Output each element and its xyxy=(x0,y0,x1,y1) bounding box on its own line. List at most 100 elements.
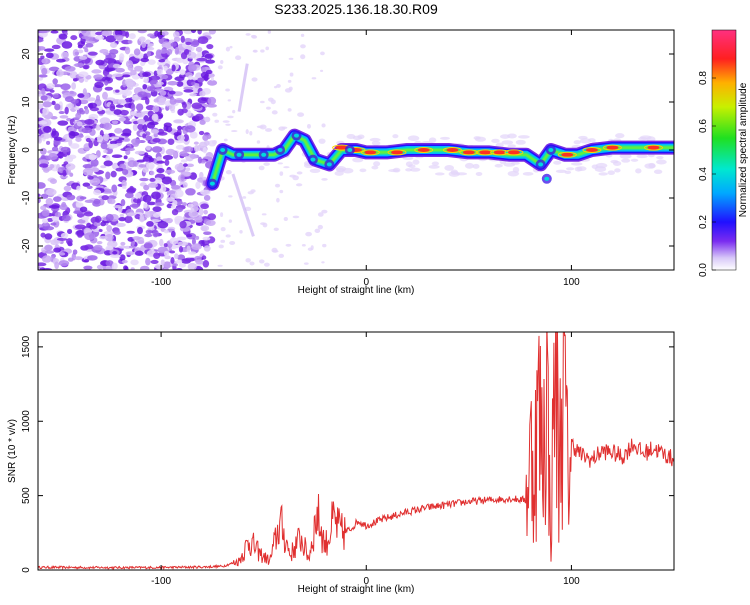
noise-speckle xyxy=(137,91,148,98)
noise-speckle xyxy=(164,159,170,166)
ridge-halo xyxy=(440,136,450,140)
ridge-halo xyxy=(334,170,344,176)
noise-speckle xyxy=(117,99,127,104)
noise-speckle xyxy=(39,267,46,270)
noise-speckle xyxy=(321,123,326,128)
ridge-hotspot-ring xyxy=(557,151,577,158)
noise-speckle xyxy=(73,210,84,215)
colorbar-tick-label: 0.8 xyxy=(698,71,709,85)
noise-speckle xyxy=(259,100,265,104)
noise-speckle xyxy=(229,240,236,245)
noise-speckle xyxy=(147,43,154,47)
noise-speckle xyxy=(109,143,119,149)
noise-speckle xyxy=(159,238,164,247)
noise-speckle xyxy=(124,192,134,199)
noise-speckle xyxy=(173,132,182,137)
noise-speckle xyxy=(207,213,217,221)
noise-speckle xyxy=(183,89,194,93)
noise-speckle xyxy=(48,204,60,209)
noise-speckle xyxy=(111,184,118,193)
noise-speckle xyxy=(82,167,94,176)
ridge-halo xyxy=(507,144,516,148)
noise-speckle xyxy=(115,67,125,73)
noise-speckle xyxy=(147,182,159,188)
ridge-hotspot xyxy=(417,148,430,152)
noise-speckle xyxy=(145,257,151,266)
ridge-halo xyxy=(472,163,480,169)
noise-speckle xyxy=(265,46,270,51)
noise-speckle xyxy=(170,184,181,190)
noise-speckle xyxy=(61,215,71,222)
noise-speckle xyxy=(76,185,81,191)
noise-speckle xyxy=(171,208,179,216)
noise-speckle xyxy=(103,149,108,154)
noise-speckle xyxy=(40,95,48,101)
noise-speckle xyxy=(114,30,123,37)
ridge-halo xyxy=(455,172,468,176)
ridge-halo xyxy=(408,164,416,169)
noise-speckle xyxy=(88,154,97,161)
noise-speckle xyxy=(43,226,55,231)
noise-speckle xyxy=(60,232,69,239)
noise-speckle xyxy=(158,97,166,104)
noise-speckle xyxy=(182,202,187,207)
noise-speckle xyxy=(127,160,137,168)
noise-speckle xyxy=(163,250,169,257)
noise-speckle xyxy=(94,35,105,40)
noise-speckle xyxy=(103,51,110,56)
noise-speckle xyxy=(67,103,75,108)
noise-speckle xyxy=(121,132,132,137)
noise-speckle xyxy=(62,169,67,177)
noise-speckle xyxy=(258,259,265,264)
noise-speckle xyxy=(60,146,71,153)
noise-speckle xyxy=(227,115,234,119)
noise-speckle xyxy=(85,40,96,45)
noise-speckle xyxy=(124,215,133,224)
noise-speckle xyxy=(171,64,176,72)
ridge-hotspot xyxy=(647,145,660,150)
ridge-halo xyxy=(318,138,326,144)
noise-speckle xyxy=(51,100,56,106)
ridge-halo xyxy=(428,164,440,169)
noise-speckle xyxy=(43,168,50,173)
noise-speckle xyxy=(83,265,93,270)
noise-speckle xyxy=(134,250,144,256)
noise-speckle xyxy=(54,261,60,270)
noise-speckle xyxy=(40,232,46,238)
noise-speckle xyxy=(82,88,87,96)
figure-title: S233.2025.136.18.30.R09 xyxy=(274,1,438,17)
noise-speckle xyxy=(115,222,126,227)
noise-speckle xyxy=(83,211,94,217)
noise-speckle xyxy=(95,94,101,102)
noise-speckle xyxy=(194,243,201,249)
noise-speckle xyxy=(320,51,325,56)
noise-speckle xyxy=(67,126,74,132)
noise-speckle xyxy=(200,203,209,210)
noise-speckle xyxy=(230,130,238,133)
noise-speckle xyxy=(191,102,203,109)
noise-speckle xyxy=(113,230,121,235)
noise-speckle xyxy=(194,217,203,223)
noise-speckle xyxy=(153,252,161,259)
noise-speckle xyxy=(203,245,211,252)
ridge-hotspot-ring xyxy=(442,147,462,153)
noise-speckle xyxy=(81,216,90,221)
noise-speckle xyxy=(145,229,153,235)
colorbar-tick-label: 0.4 xyxy=(698,167,709,181)
noise-speckle xyxy=(158,49,168,54)
noise-speckle xyxy=(115,104,124,108)
noise-speckle xyxy=(38,193,41,198)
noise-speckle xyxy=(129,203,140,208)
noise-speckle xyxy=(200,225,210,232)
noise-speckle xyxy=(177,241,189,246)
noise-speckle xyxy=(292,215,300,219)
noise-speckle xyxy=(117,206,123,213)
noise-speckle xyxy=(217,65,223,70)
noise-speckle xyxy=(105,266,113,270)
noise-speckle xyxy=(180,35,185,43)
noise-speckle xyxy=(38,182,46,189)
noise-speckle xyxy=(81,30,87,34)
noise-speckle xyxy=(132,123,138,132)
ridge-hotspot xyxy=(606,145,619,150)
noise-speckle xyxy=(249,130,253,136)
